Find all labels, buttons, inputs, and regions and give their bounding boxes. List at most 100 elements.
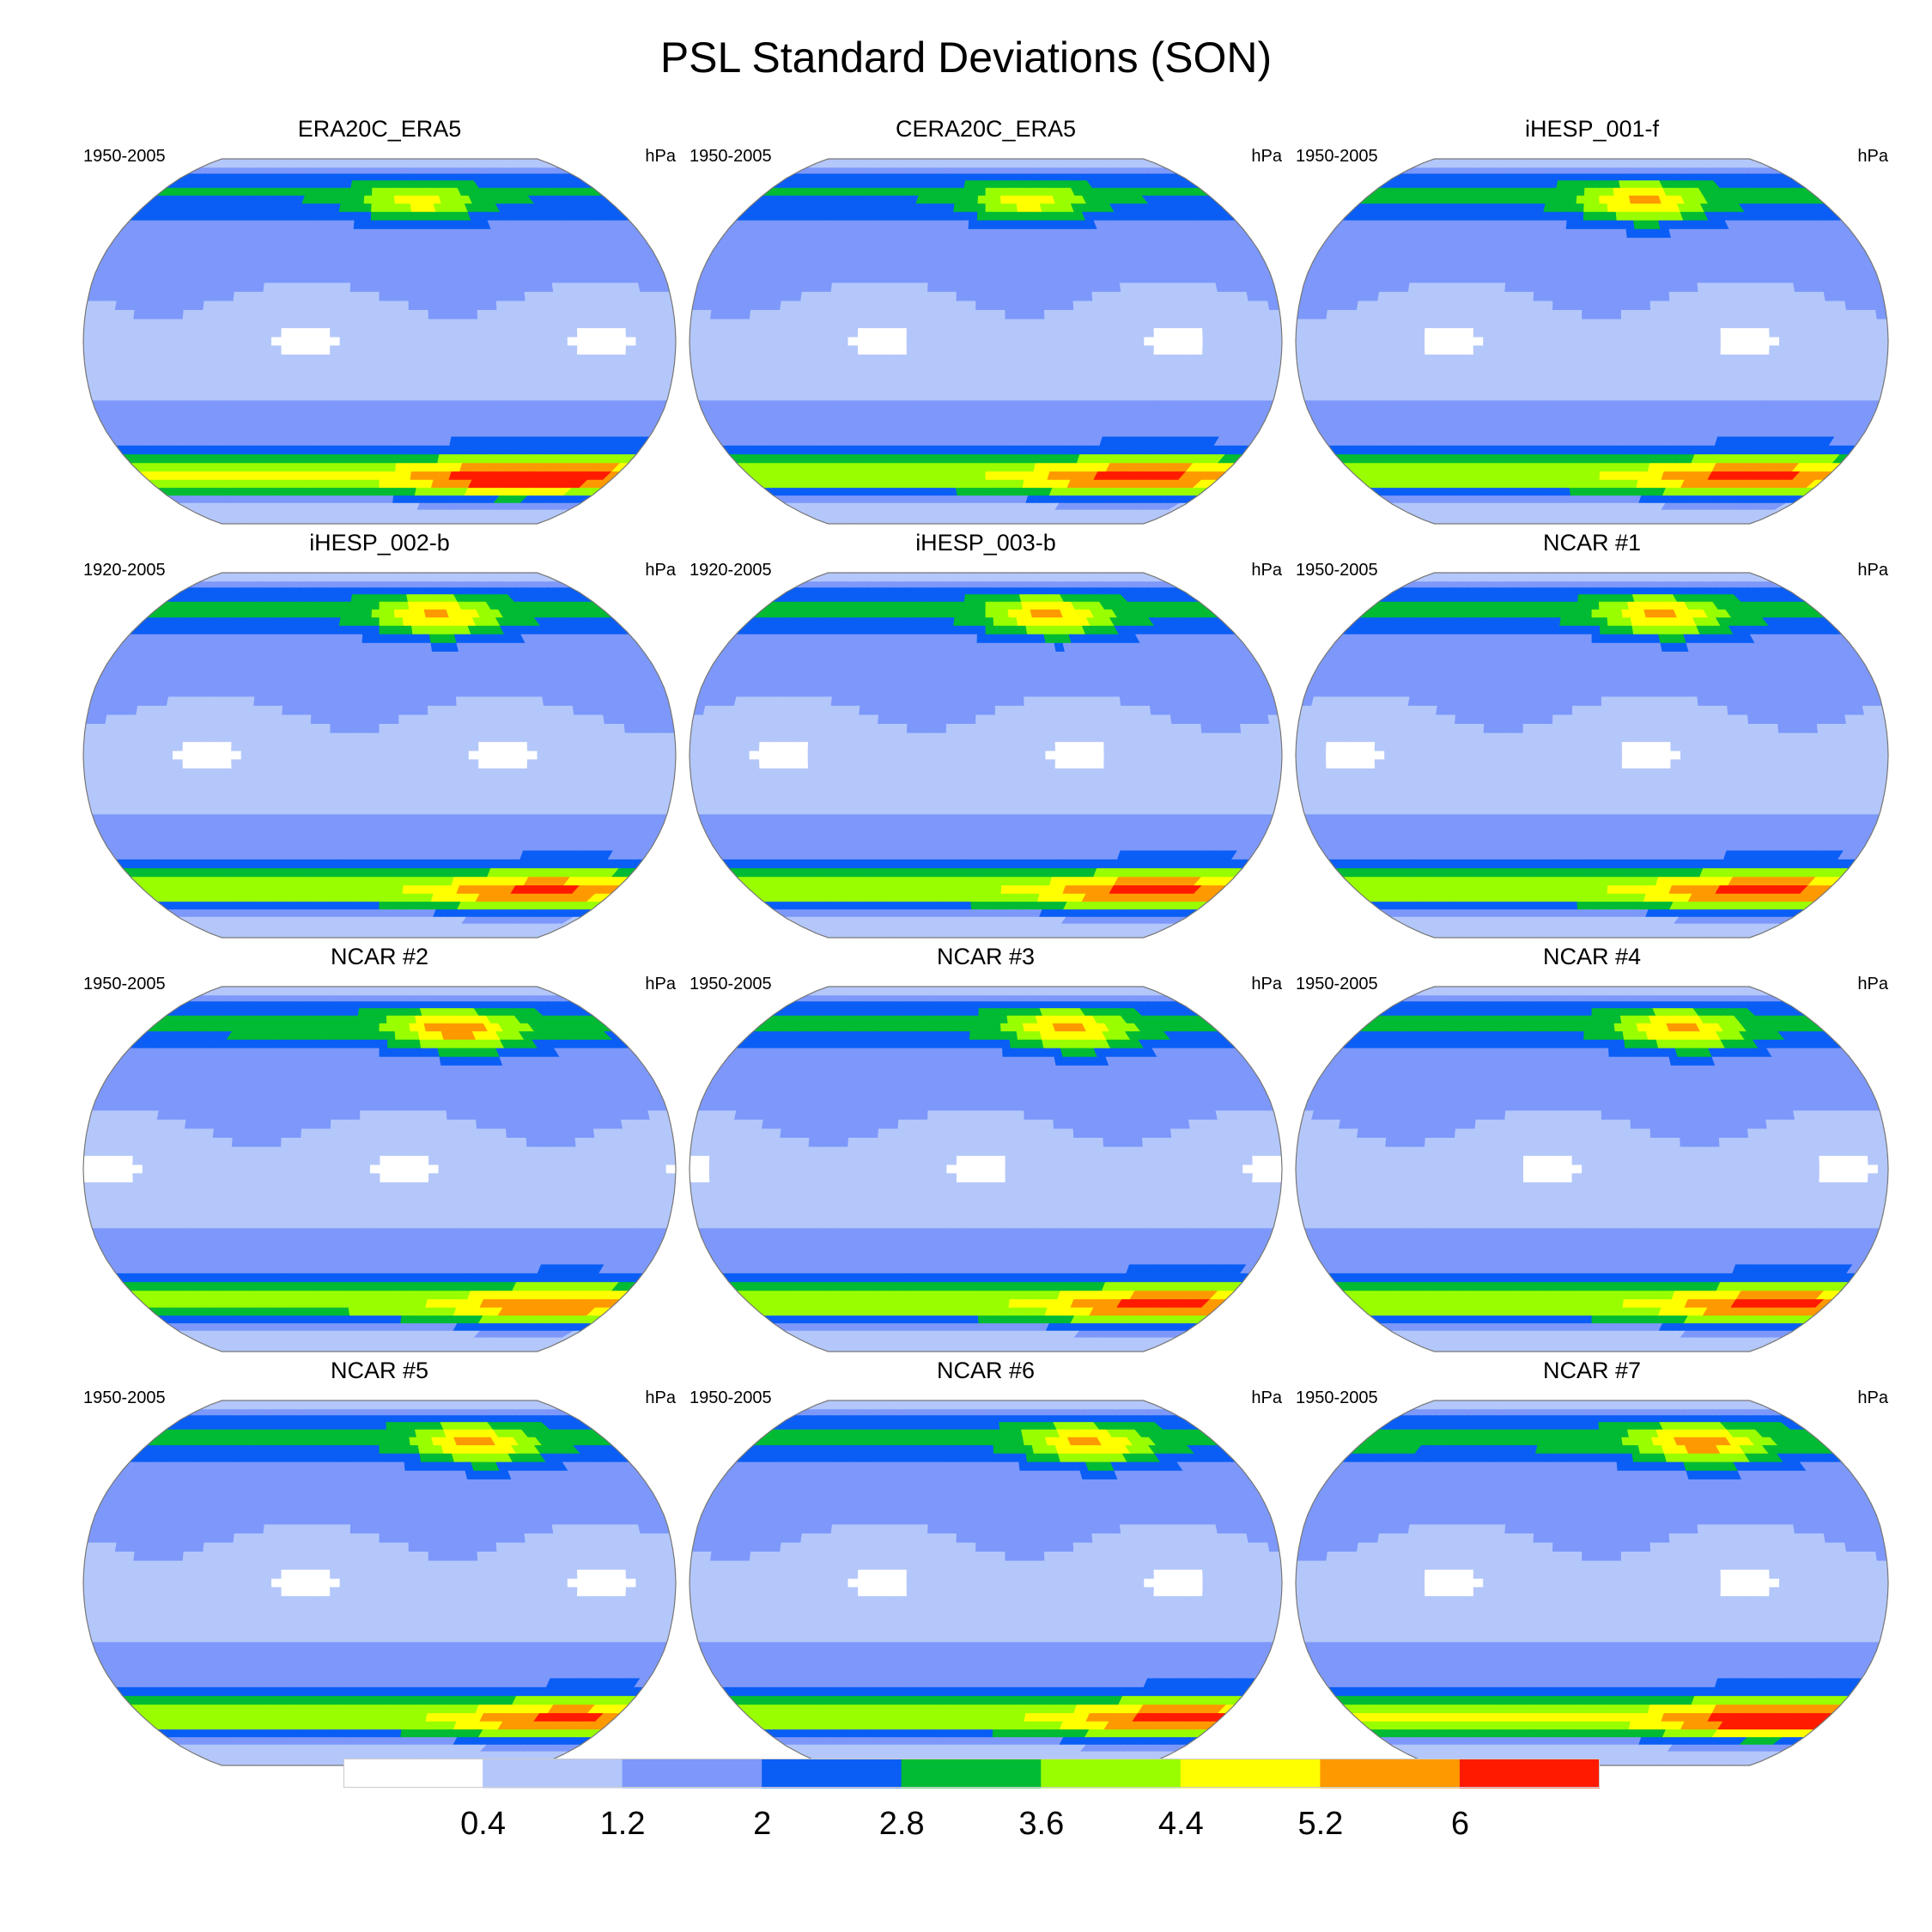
field-cell (350, 272, 361, 283)
field-cell (601, 381, 614, 392)
field-cell (535, 363, 548, 374)
field-cell (554, 372, 567, 383)
field-cell (1133, 345, 1145, 355)
field-cell (447, 327, 459, 337)
field-cell (1014, 345, 1026, 355)
field-cell (273, 272, 286, 283)
field-cell (976, 445, 987, 455)
field-cell (321, 272, 333, 283)
field-cell (352, 237, 362, 247)
field-cell (251, 309, 263, 319)
field-cell (357, 495, 367, 503)
field-cell (263, 391, 275, 401)
field-cell (393, 186, 403, 196)
field-cell (497, 345, 508, 355)
field-cell (930, 427, 942, 437)
field-cell (1199, 300, 1212, 311)
field-cell (1202, 327, 1213, 337)
field-cell (699, 336, 710, 347)
field-cell (690, 345, 701, 355)
field-cell (211, 309, 224, 319)
field-cell (858, 372, 870, 383)
field-cell (1211, 354, 1223, 365)
field-cell (1020, 237, 1031, 247)
field-cell (975, 318, 987, 329)
field-cell (296, 427, 308, 437)
field-cell (334, 435, 345, 446)
field-cell (645, 327, 657, 337)
field-cell (532, 282, 544, 292)
field-cell (967, 246, 977, 256)
field-cell (922, 237, 934, 247)
panel-units: hPa (1251, 147, 1282, 167)
field-cell (388, 300, 400, 311)
field-cell (349, 327, 361, 337)
field-cell (993, 237, 1005, 247)
field-cell (191, 318, 204, 329)
field-cell (162, 309, 175, 319)
field-cell (231, 354, 243, 365)
field-cell (965, 363, 977, 374)
field-cell (371, 487, 380, 496)
field-cell (1149, 291, 1162, 301)
field-cell (497, 336, 508, 347)
field-cell (94, 363, 106, 374)
field-cell (398, 399, 409, 410)
field-cell (386, 186, 395, 196)
field-cell (515, 372, 527, 383)
field-cell (275, 264, 287, 274)
field-cell (1024, 391, 1035, 401)
field-cell (868, 381, 880, 392)
field-cell (473, 272, 486, 283)
field-cell (183, 300, 196, 311)
field-cell (919, 264, 931, 274)
field-cell (700, 363, 713, 374)
field-cell (354, 462, 364, 472)
field-cell (946, 291, 957, 301)
field-cell (397, 237, 407, 247)
field-cell (839, 291, 851, 301)
field-cell (524, 381, 536, 392)
field-cell (341, 409, 352, 419)
field-cell (1122, 354, 1134, 365)
field-cell (781, 291, 793, 301)
field-cell (417, 282, 428, 292)
field-cell (867, 300, 879, 311)
field-cell (878, 300, 890, 311)
field-cell (543, 381, 556, 392)
field-cell (354, 210, 364, 221)
field-cell (280, 354, 292, 365)
field-cell (919, 409, 931, 419)
field-cell (1033, 391, 1044, 401)
field-cell (896, 372, 908, 383)
field-cell (985, 409, 996, 419)
field-cell (426, 399, 438, 410)
field-cell (980, 519, 987, 524)
field-cell (1212, 336, 1224, 347)
field-cell (1044, 354, 1055, 365)
field-cell (398, 363, 410, 374)
field-cell (231, 336, 242, 347)
field-cell (985, 381, 996, 392)
field-cell (341, 264, 352, 274)
field-cell (933, 228, 944, 238)
field-cell (625, 345, 637, 355)
field-cell (1002, 228, 1013, 238)
field-cell (771, 381, 784, 392)
field-cell (104, 309, 116, 319)
field-cell (487, 336, 499, 347)
field-cell (867, 309, 879, 319)
field-cell (788, 309, 800, 319)
field-cell (416, 272, 428, 283)
field-cell (398, 318, 410, 329)
field-cell (370, 462, 380, 472)
field-cell (976, 210, 987, 221)
field-cell (759, 363, 771, 374)
field-cell (1013, 409, 1024, 419)
field-cell (398, 336, 410, 347)
field-cell (350, 159, 360, 163)
field-cell (217, 159, 233, 163)
field-cell (494, 282, 506, 292)
field-cell (720, 309, 732, 319)
field-cell (942, 219, 953, 229)
